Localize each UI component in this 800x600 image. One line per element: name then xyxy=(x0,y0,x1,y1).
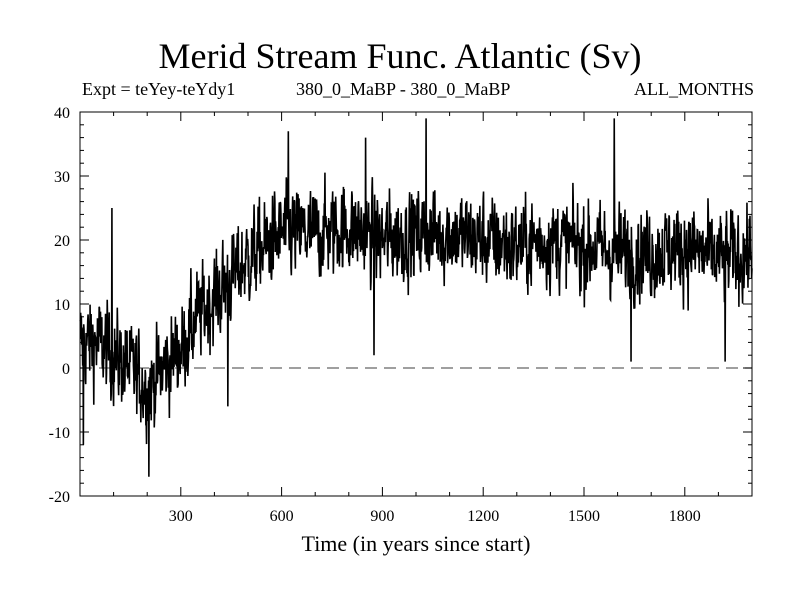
y-tick-label: 10 xyxy=(54,297,70,314)
chart-title: Merid Stream Func. Atlantic (Sv) xyxy=(158,36,642,76)
x-tick-label: 1800 xyxy=(669,508,701,525)
y-tick-label: -10 xyxy=(49,425,70,442)
y-tick-label: 30 xyxy=(54,169,70,186)
x-axis-label: Time (in years since start) xyxy=(301,531,531,556)
x-axis: 300 600 900 1200 1500 1800 xyxy=(113,112,719,525)
x-tick-label: 900 xyxy=(370,508,394,525)
x-tick-label: 600 xyxy=(270,508,294,525)
comparison-label: 380_0_MaBP - 380_0_MaBP xyxy=(296,79,511,99)
y-tick-label: 40 xyxy=(54,105,70,122)
y-tick-label: 0 xyxy=(62,361,70,378)
y-tick-label: 20 xyxy=(54,233,70,250)
period-label: ALL_MONTHS xyxy=(634,79,754,99)
experiment-label: Expt = teYey-teYdy1 xyxy=(82,79,236,99)
x-tick-label: 1500 xyxy=(568,508,600,525)
y-axis: -20 -10 0 10 20 30 40 xyxy=(49,105,752,506)
series-line xyxy=(79,118,753,477)
plot-area xyxy=(80,112,752,496)
x-tick-label: 300 xyxy=(169,508,193,525)
x-tick-label: 1200 xyxy=(467,508,499,525)
y-tick-label: -20 xyxy=(49,489,70,506)
